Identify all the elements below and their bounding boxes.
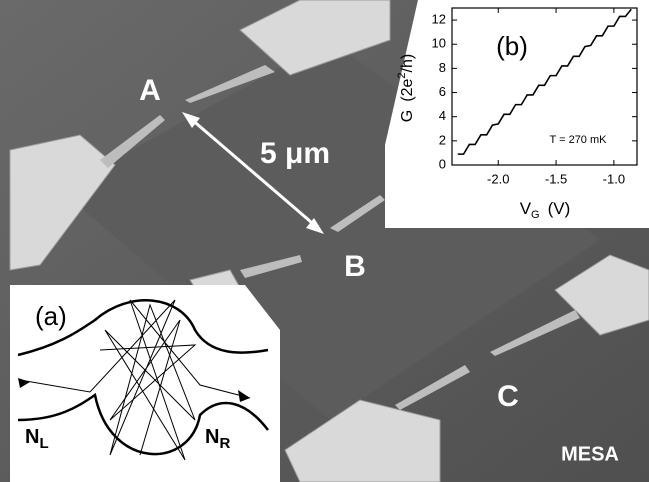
plot-frame (451, 7, 638, 166)
x-unit: (V) (548, 199, 571, 218)
x-tick-label: -1.0 (603, 171, 625, 186)
lead-symbol: N (25, 426, 39, 448)
mesa-label: MESA (561, 443, 619, 465)
lead-subscript: L (39, 435, 48, 452)
arrow-head (306, 218, 324, 234)
billiard-diagram (17, 299, 269, 456)
scale-label: 5 μm (260, 137, 330, 170)
lead-left: NL (25, 426, 49, 452)
y-axis-label: G (2e2/h) (396, 54, 416, 122)
x-tick-label: -1.5 (545, 171, 567, 186)
y-unit: /h) (399, 54, 416, 73)
inset-a (10, 285, 280, 482)
label-c: C (497, 380, 519, 413)
gates (100, 65, 580, 410)
panel-a: (a) (35, 301, 67, 331)
x-symbol: V (520, 199, 532, 218)
y-unit: (2e (399, 79, 416, 102)
label-b: B (344, 250, 366, 283)
label-a: A (139, 74, 161, 107)
y-tick-label: 8 (439, 60, 446, 75)
mesa (60, 40, 600, 420)
y-tick-label: 4 (439, 108, 446, 123)
annotation: T = 270 mK (550, 134, 608, 146)
x-subscript: G (531, 209, 540, 221)
arrow-head (182, 112, 200, 128)
lead-subscript: R (219, 435, 230, 452)
scale-arrow (189, 116, 319, 230)
y-tick-label: 12 (432, 12, 446, 27)
x-tick-label: -2.0 (487, 171, 509, 186)
arrow-head (238, 390, 250, 402)
arrow-head (18, 378, 30, 388)
lead-right: NR (205, 426, 230, 452)
inset-b (385, 0, 649, 228)
y-tick-label: 6 (439, 84, 446, 99)
y-tick-label: 0 (439, 156, 446, 171)
panel-b: (b) (496, 31, 528, 61)
y-tick-label: 2 (439, 132, 446, 147)
trajectories (19, 299, 251, 461)
y-superscript: 2 (396, 72, 408, 78)
y-symbol: G (399, 110, 416, 122)
y-tick-label: 10 (432, 36, 446, 51)
x-axis-label: VG (V) (520, 199, 571, 220)
data-line (457, 8, 632, 155)
lead-symbol: N (205, 426, 219, 448)
